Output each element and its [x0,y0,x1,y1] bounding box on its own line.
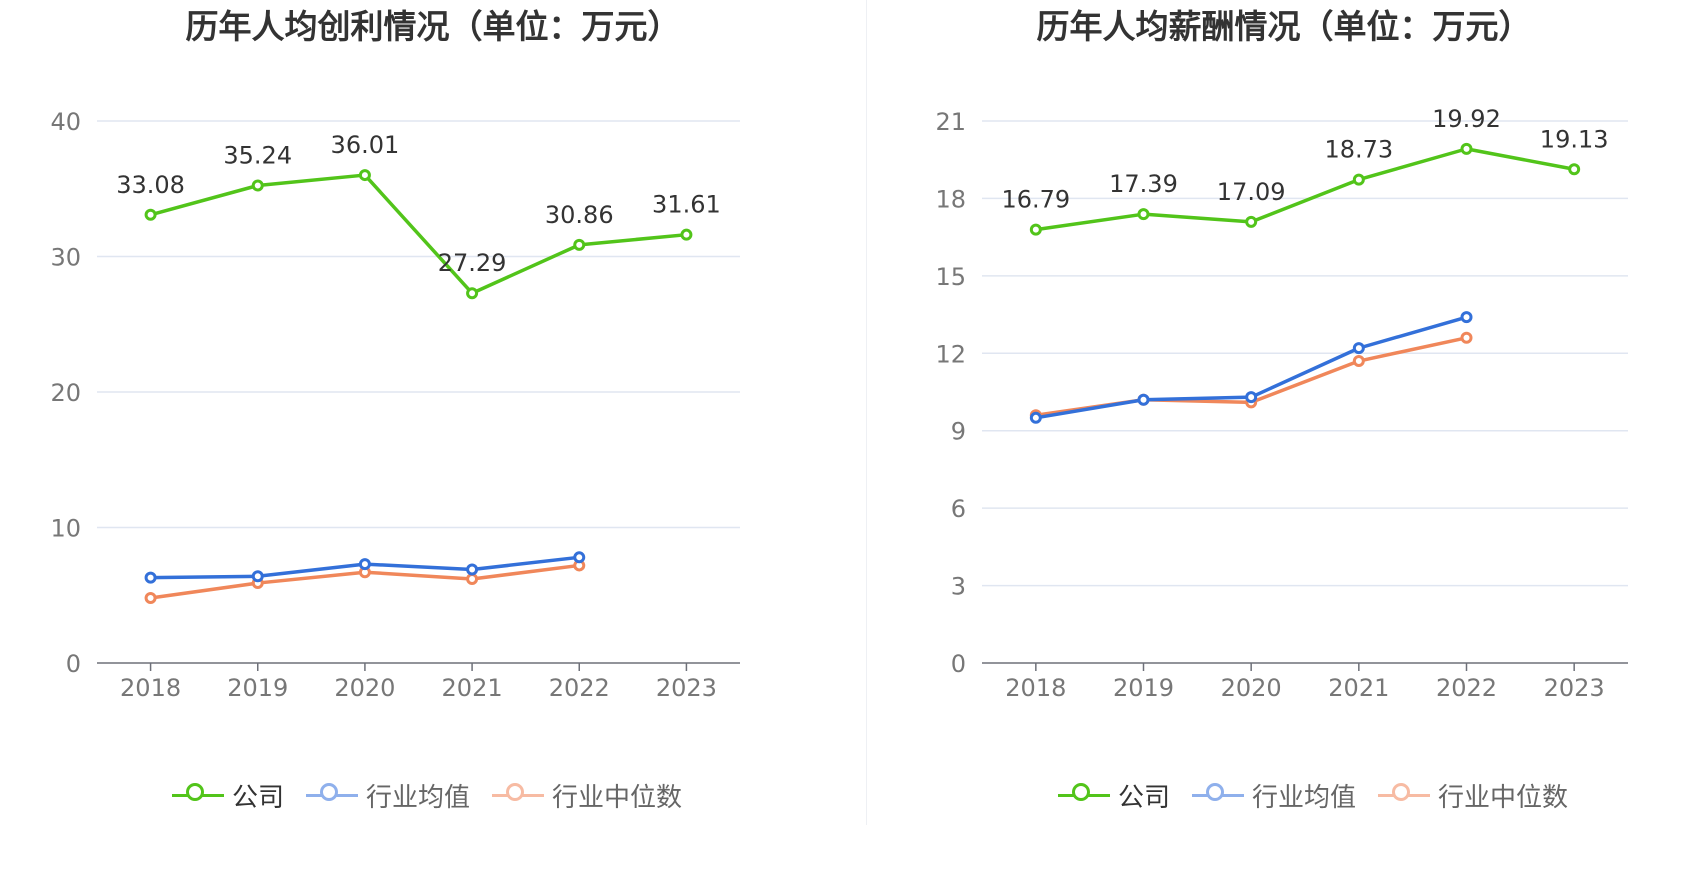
legend-item[interactable]: 行业中位数 [1378,777,1568,814]
legend-item[interactable]: 行业均值 [1192,777,1356,814]
x-tick-label: 2020 [334,674,395,702]
data-point[interactable] [144,571,157,584]
data-point[interactable] [1460,311,1473,324]
data-label: 33.08 [116,171,185,199]
series-line-0 [150,173,687,295]
data-label: 18.73 [1324,136,1393,164]
data-point[interactable] [1352,342,1365,355]
data-point[interactable] [358,169,371,182]
legend-label: 行业中位数 [1438,782,1569,813]
data-label: 31.61 [652,191,721,219]
legend-swatch-icon [306,782,359,808]
data-point[interactable] [1352,355,1365,368]
x-tick-label: 2018 [1005,674,1066,702]
x-tick-label: 2022 [549,674,610,702]
data-point[interactable] [1460,142,1473,155]
data-point[interactable] [1137,393,1150,406]
y-tick-label: 21 [935,108,966,136]
x-tick-label: 2018 [120,674,181,702]
y-tick-label: 3 [951,573,966,601]
chart-title: 历年人均薪酬情况（单位：万元） [1036,7,1532,46]
y-tick-label: 30 [50,244,81,272]
legend-item[interactable]: 行业中位数 [492,777,682,814]
data-point[interactable] [1137,208,1150,221]
x-tick-label: 2019 [1113,674,1174,702]
legend-swatch-icon [1058,782,1110,808]
data-point[interactable] [466,563,479,576]
data-label: 16.79 [1001,186,1070,214]
data-point[interactable] [144,591,157,604]
panel-divider [866,0,867,825]
chart-title: 历年人均创利情况（单位：万元） [185,7,681,46]
data-point[interactable] [466,287,479,300]
legend-swatch-icon [492,782,545,808]
data-point[interactable] [1245,391,1258,404]
profit-per-capita-chart: 历年人均创利情况（单位：万元） 0 10 20 30 40 2018 2019 2020 202… [50,7,740,815]
data-point[interactable] [1029,411,1042,424]
legend-swatch-icon [172,782,224,808]
y-tick-label: 18 [935,185,966,213]
x-tick-label: 2021 [442,674,503,702]
legend-label: 行业中位数 [552,782,683,813]
chart-plot-area: 0 10 20 30 40 2018 2019 2020 2021 2022 2023 33.08 35… [50,108,740,702]
data-point[interactable] [358,558,371,571]
data-label: 36.01 [331,131,400,159]
legend-swatch-icon [1378,782,1431,808]
data-point[interactable] [251,179,264,192]
y-tick-label: 0 [951,650,966,678]
data-label: 19.13 [1540,125,1609,153]
data-label: 17.39 [1109,170,1178,198]
data-point[interactable] [144,208,157,221]
y-tick-label: 15 [935,263,966,291]
legend-label: 公司 [1118,782,1171,813]
salary-per-capita-chart: 历年人均薪酬情况（单位：万元） 0 3 6 9 12 15 18 21 2018 2019 2020… [868,0,1700,874]
series-line-0 [1035,147,1575,232]
data-label: 30.86 [545,201,614,229]
data-point[interactable] [1029,223,1042,236]
y-tick-label: 40 [50,108,81,136]
data-label: 19.92 [1432,105,1501,133]
y-tick-label: 10 [50,515,81,543]
x-tick-label: 2022 [1436,674,1497,702]
data-label: 17.09 [1217,178,1286,206]
legend-item[interactable]: 公司 [1058,777,1170,814]
y-tick-label: 0 [66,650,81,678]
data-point[interactable] [1245,215,1258,228]
data-label: 35.24 [223,141,292,169]
data-point[interactable] [1352,173,1365,186]
data-point[interactable] [251,570,264,583]
x-tick-label: 2023 [656,674,717,702]
x-tick-label: 2023 [1544,674,1605,702]
legend-swatch-icon [1192,782,1245,808]
x-tick-label: 2020 [1221,674,1282,702]
legend-label: 行业均值 [1252,782,1357,813]
chart-plot-area: 0 3 6 9 12 15 18 21 2018 2019 2020 2021 2022 2023 16.7… [935,105,1628,702]
data-point[interactable] [1460,331,1473,344]
legend-label: 公司 [232,782,285,813]
x-tick-label: 2019 [227,674,288,702]
legend-label: 行业均值 [366,782,471,813]
y-tick-label: 6 [951,495,966,523]
chart-legend: 公司 行业均值 行业中位数 [172,775,704,815]
y-tick-label: 9 [951,418,966,446]
x-tick-label: 2021 [1328,674,1389,702]
y-tick-label: 12 [935,340,966,368]
y-tick-label: 20 [50,379,81,407]
legend-item[interactable]: 公司 [172,777,284,814]
data-point[interactable] [680,228,693,241]
data-label: 27.29 [438,249,507,277]
data-point[interactable] [1568,163,1581,176]
data-point[interactable] [466,572,479,585]
data-point[interactable] [573,238,586,251]
legend-item[interactable]: 行业均值 [306,777,470,814]
chart-legend: 公司 行业均值 行业中位数 [1058,775,1590,815]
data-point[interactable] [573,551,586,564]
